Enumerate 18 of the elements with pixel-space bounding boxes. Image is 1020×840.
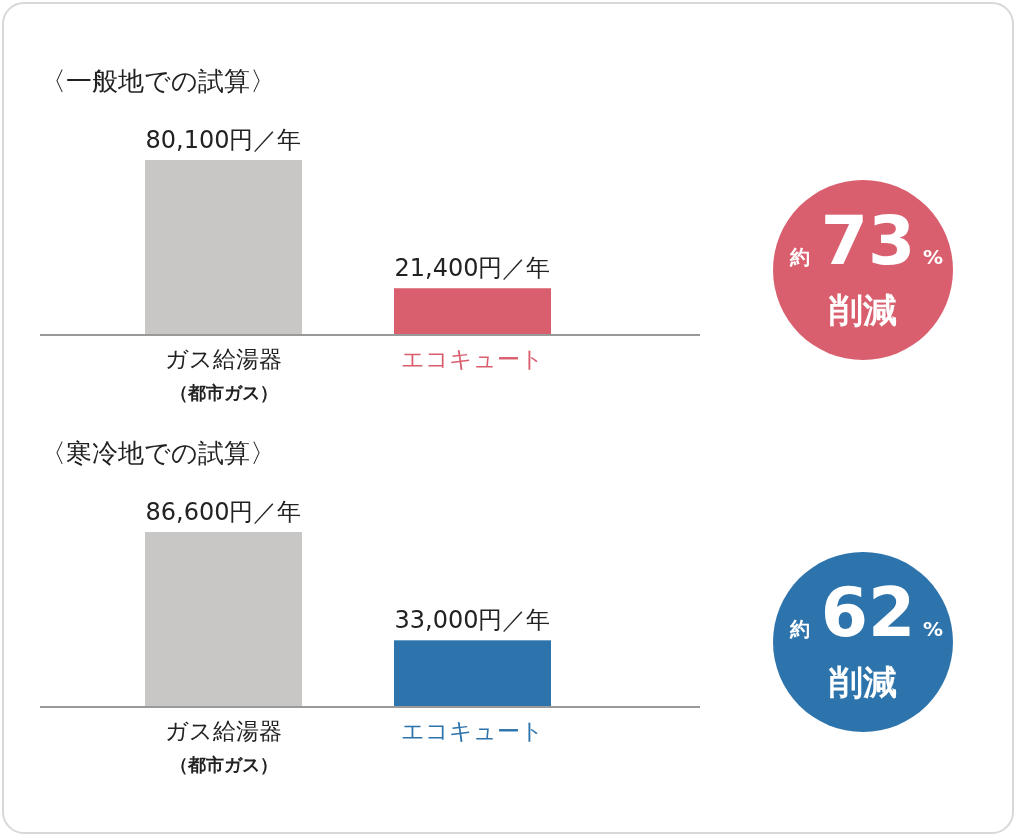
x-tick-label: エコキュート [401, 346, 544, 372]
text: 62 [820, 573, 916, 652]
text: 約 [789, 617, 810, 641]
data-label: 86,600円／年 [145, 498, 302, 526]
x-tick-label: エコキュート [401, 718, 544, 744]
text: % [922, 617, 944, 641]
text: 73 [820, 201, 916, 280]
data-label: 21,400円／年 [394, 254, 551, 283]
data-label: 80,100円／年 [145, 126, 302, 154]
chart-title: 〈一般地での試算〉 [40, 66, 276, 96]
text: % [922, 245, 944, 269]
text: 削減 [828, 662, 897, 702]
x-tick-label: ガス給湯器（都市ガス） [165, 718, 282, 775]
x-tick-label: ガス給湯器（都市ガス） [165, 346, 282, 403]
data-label: 33,000円／年 [394, 606, 551, 635]
chart-title: 〈寒冷地での試算〉 [40, 438, 276, 468]
text: 削減 [828, 290, 897, 330]
text: 約 [789, 245, 810, 269]
